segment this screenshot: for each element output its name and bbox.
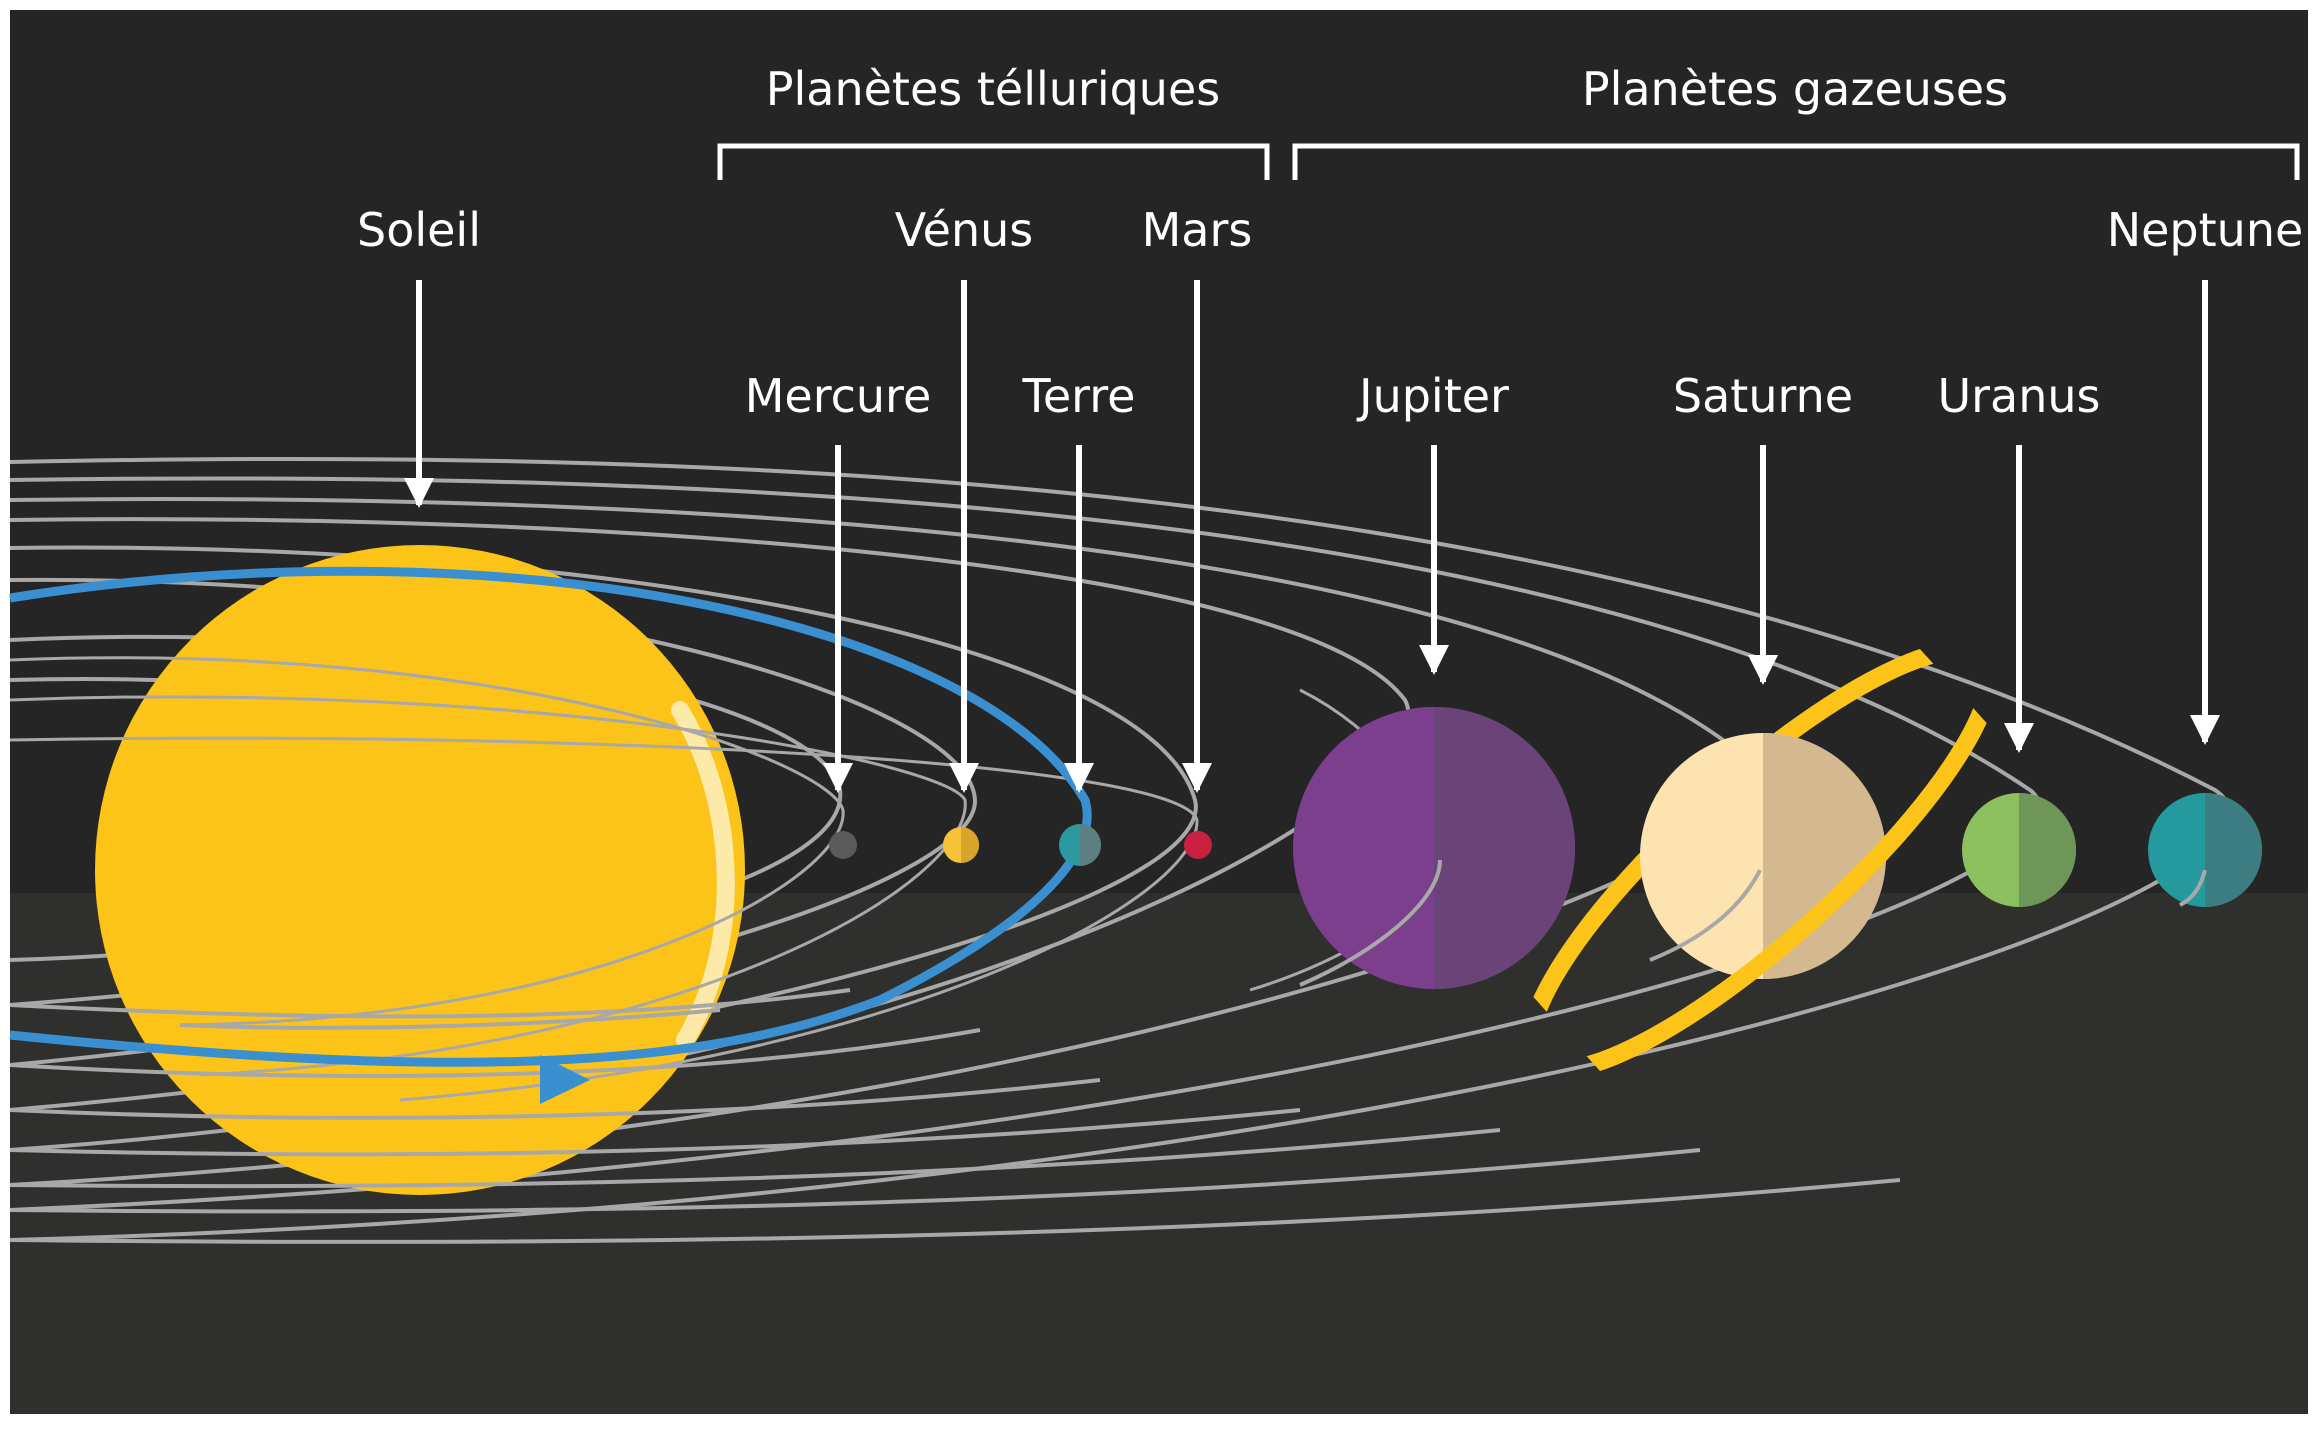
orbit-line: [9, 656, 845, 1027]
orbit-line: [9, 476, 2042, 1212]
orbit-line: [9, 695, 967, 1077]
earth-label: Terre: [1022, 369, 1136, 423]
earth-shade: [1080, 824, 1101, 866]
uranus-shade: [2019, 793, 2076, 907]
saturn-shade: [1763, 733, 1886, 979]
earth-orbit-direction-arrow: [540, 1055, 590, 1104]
orbit-line: [9, 456, 2231, 1242]
neptune-shade: [2205, 793, 2262, 907]
jupiter-planet: [1293, 707, 1575, 989]
telluric-bracket: [717, 143, 1270, 180]
mars-label: Mars: [1142, 203, 1253, 257]
orbit-line: [9, 1178, 1901, 1244]
mercury-planet: [829, 831, 857, 859]
orbit-line: [179, 1008, 721, 1030]
neptune-orbit-overlay: [2179, 869, 2207, 907]
labels: Planètes télluriques Planètes gazeuses S…: [357, 62, 2303, 423]
orbit-line: [9, 736, 1199, 1102]
orbit-line: [9, 988, 851, 1019]
mars-planet: [1184, 831, 1212, 859]
telluric-group-label: Planètes télluriques: [766, 62, 1220, 116]
front-orbits: [9, 988, 1901, 1244]
saturn-label: Saturne: [1673, 369, 1853, 423]
jupiter-shade: [1434, 707, 1575, 989]
orbit-line: [9, 1148, 1701, 1214]
orbit-line: [9, 1128, 1501, 1189]
saturn-orbit-overlay: [1649, 869, 1762, 962]
earth-planet: [1059, 824, 1101, 866]
sun-body: [95, 545, 745, 1195]
venus-planet: [943, 827, 979, 863]
group-brackets: [717, 143, 2300, 180]
neptune-planet: [2148, 793, 2262, 907]
mercury-body: [829, 831, 857, 859]
orbit-line: [9, 1078, 1101, 1120]
mercury-label: Mercure: [745, 369, 932, 423]
gas-group-label: Planètes gazeuses: [1582, 62, 2008, 116]
jupiter-orbit-overlay: [1299, 859, 1442, 987]
venus-label: Vénus: [895, 203, 1033, 257]
venus-shade: [961, 827, 979, 863]
orbit-line: [9, 1028, 981, 1078]
jupiter-label: Jupiter: [1356, 369, 1509, 423]
sun-label: Soleil: [357, 203, 481, 257]
orbit-line: [9, 1108, 1301, 1157]
gas-bracket: [1292, 143, 2300, 180]
pointer-arrows: [404, 280, 2220, 793]
uranus-planet: [1962, 793, 2076, 907]
mars-body: [1184, 831, 1212, 859]
uranus-label: Uranus: [1937, 369, 2100, 423]
neptune-label: Neptune: [2107, 203, 2304, 257]
